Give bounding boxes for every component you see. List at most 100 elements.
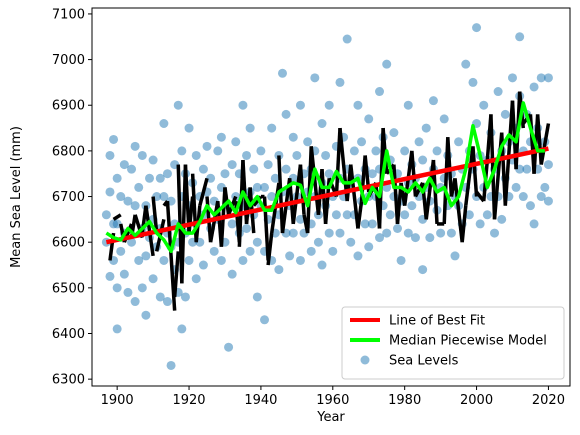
scatter-point [224,342,234,352]
scatter-point [249,164,259,174]
scatter-point [317,260,327,270]
scatter-point [500,109,510,119]
scatter-point [357,137,367,147]
scatter-point [364,242,374,252]
scatter-point [216,255,226,265]
annual-segment [471,146,479,197]
scatter-point [184,123,194,133]
x-tick-label: 1920 [172,393,205,408]
scatter-point [145,173,155,183]
scatter-point [410,233,420,243]
scatter-point [313,237,323,247]
scatter-point [364,114,374,124]
scatter-point [518,192,528,202]
annual-segment [338,127,349,202]
scatter-point [105,187,115,197]
scatter-point [119,269,129,279]
scatter-point [335,77,345,87]
scatter-point [346,237,356,247]
x-tick-label: 1900 [101,393,134,408]
scatter-point [335,228,345,238]
scatter-point [220,169,230,179]
scatter-point [403,100,413,110]
annual-segment [309,146,321,215]
scatter-point [130,141,140,151]
scatter-point [342,34,352,44]
scatter-point [109,134,119,144]
scatter-point [342,210,352,220]
scatter-point [428,96,438,106]
scatter-point [202,141,212,151]
scatter-point [421,123,431,133]
scatter-point [522,164,532,174]
plot-area [101,23,553,370]
scatter-point [130,201,140,211]
scatter-point [295,100,305,110]
annual-segment [349,164,360,229]
scatter-point [461,59,471,69]
scatter-point [227,219,237,229]
scatter-point [116,192,126,202]
scatter-point [439,114,449,124]
scatter-point [162,169,172,179]
scatter-point [105,271,115,281]
scatter-point [155,292,165,302]
scatter-point [432,146,442,156]
scatter-point [331,210,341,220]
scatter-point [414,137,424,147]
scatter-point [252,182,262,192]
annual-segment [410,150,418,197]
scatter-point [482,210,492,220]
scatter-point [209,246,219,256]
scatter-point [101,210,111,220]
y-tick-label: 6300 [52,373,85,388]
scatter-point [112,219,122,229]
scatter-point [134,182,144,192]
scatter-point [288,132,298,142]
scatter-point [285,251,295,261]
scatter-point [436,228,446,238]
scatter-point [252,292,262,302]
scatter-point [292,150,302,160]
scatter-point [213,146,223,156]
scatter-point [490,228,500,238]
scatter-point [324,228,334,238]
annual-segment [172,251,181,298]
x-axis-title: Year [316,410,345,425]
scatter-point [295,214,305,224]
y-tick-label: 7100 [52,7,85,22]
scatter-point [371,146,381,156]
legend-label-sea-levels: Sea Levels [389,354,459,369]
scatter-point [389,128,399,138]
scatter-point [141,310,151,320]
annual-segment [187,196,195,234]
scatter-point [277,68,287,78]
scatter-point [159,119,169,128]
scatter-point [134,255,144,265]
legend-swatch-sea-levels [360,355,370,365]
scatter-point [245,123,255,133]
scatter-point [288,228,298,238]
scatter-point [177,324,187,334]
scatter-point [306,246,316,256]
annual-segment [291,164,303,225]
scatter-point [245,246,255,256]
annual-segment [151,196,159,234]
scatter-point [173,100,183,110]
scatter-point [216,132,226,142]
scatter-point [497,214,507,224]
scatter-point [127,237,137,247]
annual-segment [503,100,515,206]
scatter-point [540,182,550,192]
scatter-point [464,210,474,220]
scatter-point [493,87,503,97]
scatter-point [162,297,172,307]
y-tick-label: 6400 [52,327,85,342]
scatter-point [191,150,201,160]
scatter-point [454,137,464,147]
scatter-point [396,255,406,265]
scatter-point [112,173,122,183]
scatter-point [281,164,291,174]
scatter-point [281,109,291,119]
y-tick-label: 6800 [52,144,85,159]
